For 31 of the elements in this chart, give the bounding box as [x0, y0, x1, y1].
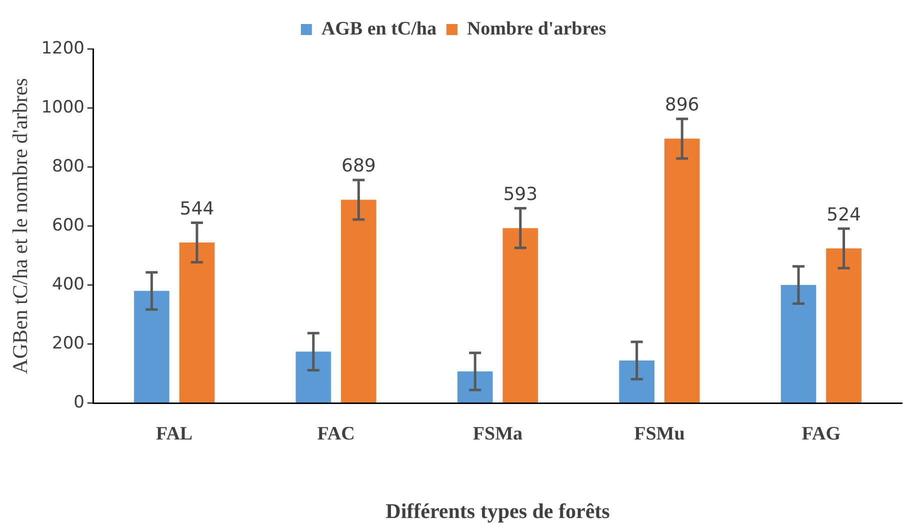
y-tick-label: 1000	[41, 97, 84, 118]
data-label: 896	[664, 94, 700, 116]
y-tick-label: 1200	[41, 38, 84, 58]
data-label: 544	[180, 198, 214, 220]
legend-label: AGB en tC/ha	[321, 18, 437, 40]
y-tick-label: 200	[52, 333, 84, 354]
y-tick-label: 800	[52, 156, 84, 176]
x-tick-label: FAL	[156, 423, 193, 444]
y-tick-label: 0	[74, 392, 84, 412]
bar	[457, 371, 493, 402]
y-axis-title: AGBen tC/ha et le nombre d'arbres	[8, 78, 32, 374]
x-tick-label: FSMa	[472, 423, 524, 444]
bar	[179, 242, 215, 402]
y-tick-label: 600	[52, 215, 84, 236]
data-label: 593	[503, 184, 538, 205]
bar	[780, 285, 816, 402]
bar	[134, 290, 170, 402]
bar	[296, 352, 332, 402]
x-tick-label: FSMu	[634, 423, 686, 444]
x-axis-title: Différents types de forêts	[386, 498, 610, 523]
x-tick-label: FAC	[317, 423, 355, 444]
y-tick-label: 400	[52, 274, 84, 294]
x-tick-label: FAG	[802, 423, 841, 444]
bar	[502, 228, 538, 402]
legend-label: Nombre d'arbres	[466, 18, 606, 40]
bar	[826, 248, 862, 402]
bar	[619, 360, 654, 402]
bar	[341, 200, 376, 402]
data-label: 689	[341, 156, 376, 177]
bar	[664, 138, 700, 402]
data-label: 524	[826, 204, 861, 226]
